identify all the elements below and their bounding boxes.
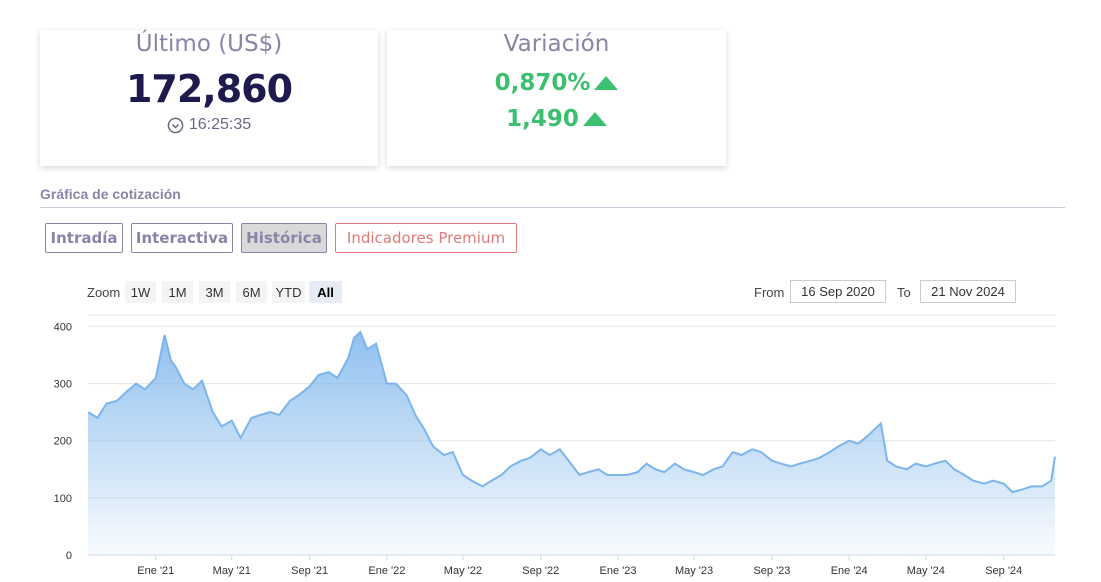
- zoom-label: Zoom: [87, 285, 121, 300]
- range-to-label: To: [897, 285, 911, 300]
- range-to-input[interactable]: [920, 280, 1016, 303]
- tab-interactiva[interactable]: Interactiva: [131, 223, 233, 253]
- x-tick-label: Ene '24: [831, 565, 868, 577]
- range-from-label: From: [754, 285, 785, 300]
- last-price-value: 172,860: [125, 67, 293, 111]
- arrow-up-icon: [582, 112, 607, 126]
- y-tick-label: 0: [66, 550, 72, 562]
- variation-percent: 0,870%: [494, 70, 591, 96]
- x-tick-label: May '24: [907, 565, 945, 577]
- tab-intradia[interactable]: Intradía: [45, 223, 123, 253]
- section-divider: [40, 207, 1065, 208]
- section-title: Gráfica de cotización: [40, 186, 181, 202]
- x-axis-labels: Ene '21 May '21 Sep '21 Ene '22 May '22 Sep '…: [137, 555, 1022, 577]
- last-update-row: 16:25:35: [40, 116, 378, 134]
- clock-icon: [167, 117, 184, 134]
- zoom-1m-button[interactable]: 1M: [162, 281, 193, 303]
- series-area: [88, 332, 1055, 555]
- zoom-3m-button[interactable]: 3M: [199, 281, 230, 303]
- y-tick-label: 100: [54, 493, 72, 505]
- series-line: [87, 330, 1056, 494]
- x-tick-label: Sep '21: [291, 565, 328, 577]
- last-price-label: Último (US$): [135, 31, 283, 57]
- tab-historica[interactable]: Histórica: [241, 223, 327, 253]
- variation-card: Variación 0,870% 1,490: [387, 30, 726, 166]
- zoom-all-button[interactable]: All: [309, 281, 342, 303]
- variation-absolute-row: 1,490: [387, 106, 726, 132]
- range-from-input[interactable]: [790, 280, 886, 303]
- x-tick-label: May '23: [675, 565, 713, 577]
- last-price-card: Último (US$) 172,860 16:25:35: [40, 30, 378, 166]
- x-tick-label: Sep '22: [522, 565, 559, 577]
- y-tick-label: 200: [54, 436, 72, 448]
- arrow-up-icon: [594, 76, 619, 90]
- x-tick-label: May '21: [213, 565, 251, 577]
- x-tick-label: Ene '22: [368, 565, 405, 577]
- y-tick-label: 400: [54, 321, 72, 333]
- zoom-ytd-button[interactable]: YTD: [272, 281, 305, 303]
- x-tick-label: Sep '23: [753, 565, 790, 577]
- y-axis-labels: 0 100 200 300 400: [54, 321, 72, 562]
- variation-absolute: 1,490: [506, 106, 579, 132]
- zoom-6m-button[interactable]: 6M: [236, 281, 267, 303]
- y-tick-label: 300: [54, 379, 72, 391]
- zoom-1w-button[interactable]: 1W: [125, 281, 156, 303]
- x-tick-label: Ene '23: [600, 565, 637, 577]
- last-update-time: 16:25:35: [188, 116, 252, 133]
- tab-indicadores-premium[interactable]: Indicadores Premium: [335, 223, 517, 253]
- x-tick-label: Sep '24: [985, 565, 1022, 577]
- variation-label: Variación: [503, 31, 610, 57]
- variation-percent-row: 0,870%: [387, 70, 726, 96]
- x-tick-label: May '22: [444, 565, 482, 577]
- x-tick-label: Ene '21: [137, 565, 174, 577]
